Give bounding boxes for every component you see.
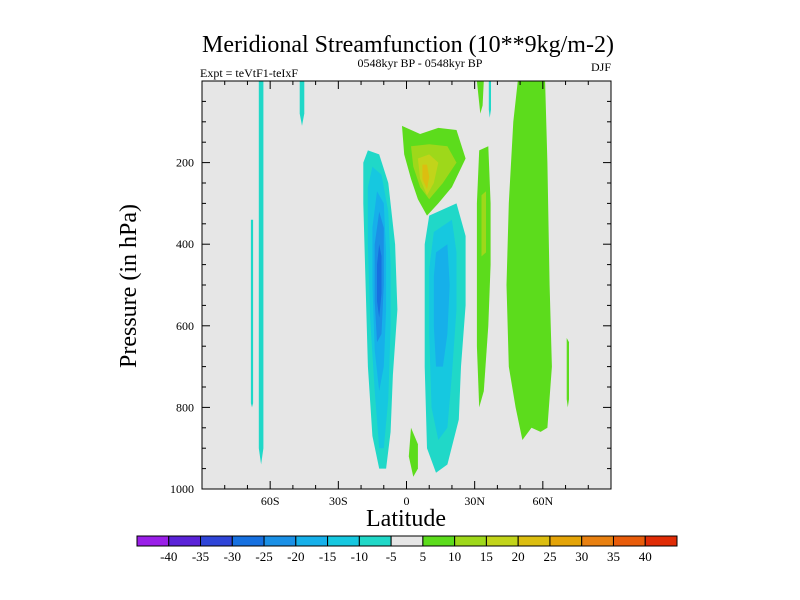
y-tick-label: 400	[176, 237, 194, 251]
colorbar-swatch	[612, 535, 646, 547]
contour-region-pos-strip-78n	[566, 338, 569, 408]
contour-region-pos-band-30n-top	[476, 81, 484, 114]
colorbar-swatch	[390, 535, 424, 547]
colorbar-swatch	[549, 535, 583, 547]
colorbar-label: 5	[420, 549, 427, 564]
colorbar-label: 20	[512, 549, 525, 564]
colorbar-swatch	[263, 535, 297, 547]
colorbar-label: -35	[192, 549, 209, 564]
contour-region-neg-cell-ne-inner	[433, 244, 450, 367]
colorbar-swatch	[454, 535, 487, 547]
colorbar-label: -5	[386, 549, 397, 564]
colorbar-label: -20	[287, 549, 304, 564]
colorbar-swatch	[485, 535, 519, 547]
y-axis-label: Pressure (in hPa)	[116, 204, 142, 368]
colorbar-label: 25	[543, 549, 556, 564]
x-tick-label: 0	[404, 494, 410, 508]
colorbar-swatch	[644, 535, 678, 547]
contour-region-neg-strip-36n	[488, 81, 491, 118]
chart-subtitle-center: 0548kyr BP - 0548kyr BP	[358, 56, 483, 70]
x-tick-label: 60S	[261, 494, 280, 508]
contour-regions	[250, 81, 569, 477]
x-axis-label: Latitude	[366, 506, 446, 532]
contour-region-pos-blob-low-eq	[408, 427, 418, 477]
contour-region-pos-cell-upper-core	[422, 164, 430, 190]
y-tick-label: 600	[176, 319, 194, 333]
contour-region-neg-strip-65s	[258, 81, 264, 465]
colorbar-label: 40	[639, 549, 652, 564]
x-axis: 60S 30S 0 30N 60N	[201, 81, 612, 508]
colorbar-label: -30	[224, 549, 241, 564]
colorbar-swatch	[327, 535, 360, 547]
y-tick-label: 200	[176, 156, 194, 170]
contour-region-neg-strip-68s	[250, 219, 254, 408]
colorbar-swatch	[136, 535, 170, 547]
colorbar-label: 30	[575, 549, 588, 564]
plot-area: 200 400 600 800 1000 60S 30S 0 30N 60N	[170, 80, 612, 508]
colorbar-swatch	[200, 535, 233, 547]
chart-title: Meridional Streamfunction (10**9kg/m-2)	[202, 32, 614, 58]
colorbar-swatch	[231, 535, 265, 547]
y-axis: 200 400 600 800 1000	[170, 80, 611, 496]
contour-region-neg-strip-46s	[299, 81, 305, 126]
y-tick-label: 1000	[170, 482, 194, 496]
colorbar-swatch	[581, 535, 614, 547]
contour-region-neg-cell-main-core2	[377, 244, 382, 318]
colorbar-label: -10	[351, 549, 368, 564]
contour-region-pos-band-30n	[476, 146, 491, 408]
x-tick-label: 30S	[329, 494, 348, 508]
contour-region-pos-band-60n	[506, 81, 552, 440]
colorbar-label: 35	[607, 549, 620, 564]
chart-subtitle-right: DJF	[591, 60, 611, 74]
colorbar-label: 15	[480, 549, 493, 564]
colorbar-swatch	[422, 535, 456, 547]
colorbar-label: -15	[319, 549, 336, 564]
colorbar-swatch	[168, 535, 202, 547]
chart-subtitle-left: Expt = teVtF1-teIxF	[200, 66, 298, 80]
x-tick-label: 30N	[464, 494, 485, 508]
colorbar-label: 10	[448, 549, 461, 564]
x-tick-label: 60N	[532, 494, 553, 508]
contour-region-pos-band-30n-inner	[481, 191, 486, 257]
colorbar-label: -40	[160, 549, 177, 564]
y-tick-label: 800	[176, 400, 194, 414]
colorbar-label: -25	[255, 549, 272, 564]
colorbar-swatch	[295, 535, 329, 547]
colorbar: -40 -35 -30 -25 -20 -15 -10 -5 5 10 15 20 25 30 35 40	[136, 535, 678, 564]
colorbar-swatch	[517, 535, 551, 547]
colorbar-swatch	[358, 535, 392, 547]
